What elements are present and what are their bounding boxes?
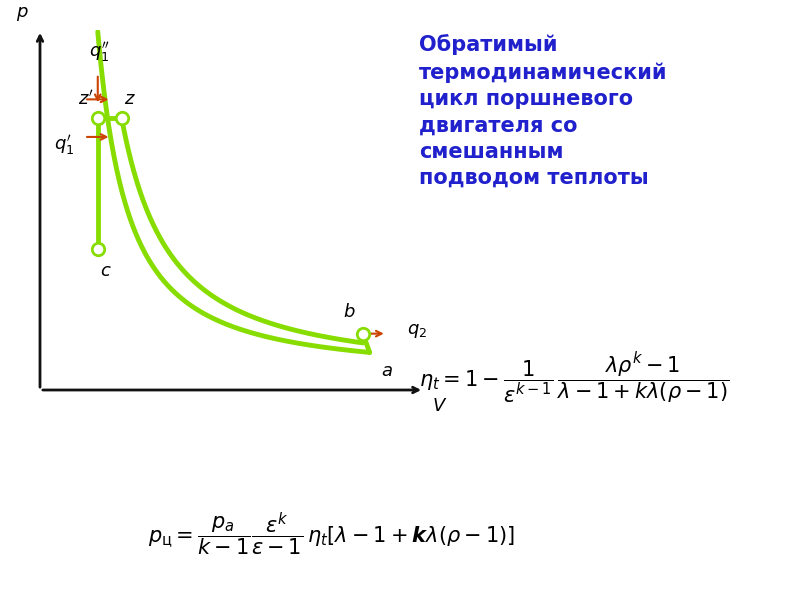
Text: $V$: $V$ bbox=[432, 397, 447, 415]
Point bbox=[91, 244, 104, 254]
Point bbox=[115, 113, 128, 122]
Text: $a$: $a$ bbox=[381, 362, 393, 380]
Text: $\eta_t = 1 - \dfrac{1}{\varepsilon^{k-1}}\,\dfrac{\lambda\rho^k - 1}{\lambda - : $\eta_t = 1 - \dfrac{1}{\varepsilon^{k-1… bbox=[419, 350, 730, 406]
Point bbox=[91, 113, 104, 122]
Text: $z'$: $z'$ bbox=[78, 89, 94, 108]
Text: Обратимый
термодинамический
цикл поршневого
двигателя со
смешанным
подводом тепл: Обратимый термодинамический цикл поршнев… bbox=[419, 34, 668, 188]
Text: $c$: $c$ bbox=[101, 262, 112, 280]
Text: $q_2$: $q_2$ bbox=[407, 322, 427, 340]
Text: $p$: $p$ bbox=[16, 5, 29, 23]
Text: $q_1''$: $q_1''$ bbox=[89, 40, 110, 64]
Point bbox=[357, 329, 370, 338]
Text: $q_1'$: $q_1'$ bbox=[54, 133, 74, 157]
Text: $\boldsymbol{p_{\text{ц}}} = \dfrac{\boldsymbol{p_a}}{k-1}\dfrac{\varepsilon^k}{: $\boldsymbol{p_{\text{ц}}} = \dfrac{\bol… bbox=[148, 510, 515, 558]
Text: $z$: $z$ bbox=[124, 90, 136, 108]
Text: $b$: $b$ bbox=[343, 303, 355, 321]
